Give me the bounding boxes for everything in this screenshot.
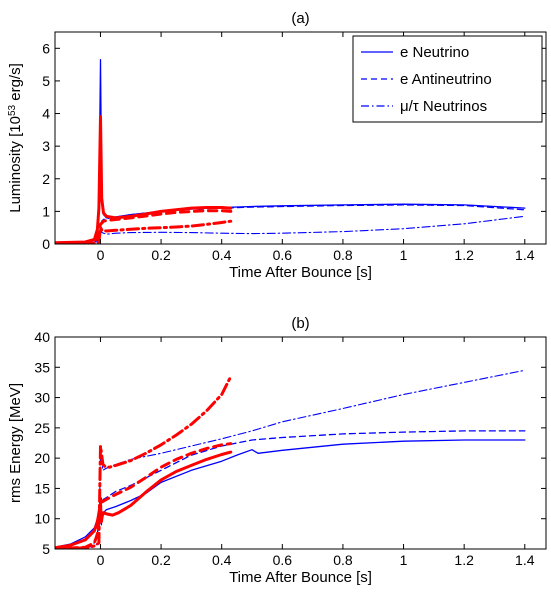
series-line-2 bbox=[55, 369, 526, 549]
x-tick-label: 0 bbox=[97, 247, 105, 263]
panel-title: (a) bbox=[291, 10, 309, 27]
y-tick-label: 35 bbox=[34, 359, 50, 375]
x-tick-label: 0.8 bbox=[333, 247, 353, 263]
y-tick-label: 1 bbox=[42, 203, 50, 219]
x-tick-label: 1.4 bbox=[515, 247, 535, 263]
x-axis-label: Time After Bounce [s] bbox=[229, 569, 372, 586]
axes-box bbox=[54, 336, 547, 550]
series-group bbox=[55, 369, 526, 549]
series-line-4 bbox=[55, 209, 233, 244]
y-tick-label: 3 bbox=[42, 138, 50, 154]
series-line-1 bbox=[55, 204, 526, 244]
panel-b: 0 0.2 0.4 0.6 0.8 1 1.2 1.4 5 10 15 20 25 30 35 40 (b) Ti… bbox=[7, 315, 547, 586]
legend-label-2: μ/τ Neutrinos bbox=[400, 98, 487, 115]
x-tick-label: 0.4 bbox=[212, 552, 232, 568]
x-tick-label: 1 bbox=[400, 247, 408, 263]
y-tick-label: 0 bbox=[42, 236, 50, 252]
axes-box bbox=[54, 31, 547, 245]
legend-label-1: e Antineutrino bbox=[400, 71, 492, 88]
y-tick-label: 2 bbox=[42, 171, 50, 187]
x-tick-label: 0.6 bbox=[273, 552, 293, 568]
x-tick-label: 1.2 bbox=[454, 552, 474, 568]
x-tick-label: 0 bbox=[97, 552, 105, 568]
y-tick-label: 4 bbox=[42, 106, 50, 122]
x-tick-label: 0.4 bbox=[212, 247, 232, 263]
x-tick-label: 0.2 bbox=[151, 552, 171, 568]
x-tick-label: 1 bbox=[400, 552, 408, 568]
legend-label-0: e Neutrino bbox=[400, 44, 469, 61]
series-line-5 bbox=[55, 219, 233, 244]
series-line-4 bbox=[55, 442, 233, 549]
y-tick-label: 20 bbox=[34, 450, 50, 466]
y-tick-label: 6 bbox=[42, 40, 50, 56]
series-line-3 bbox=[55, 450, 233, 549]
series-line-5 bbox=[55, 374, 233, 549]
x-tick-label: 0.2 bbox=[151, 247, 171, 263]
x-axis-label: Time After Bounce [s] bbox=[229, 264, 372, 281]
series-line-2 bbox=[55, 215, 526, 244]
y-tick-label: 5 bbox=[42, 541, 50, 557]
y-axis-label: Luminosity [1053 erg/s] bbox=[7, 63, 25, 213]
x-tick-label: 1.2 bbox=[454, 247, 474, 263]
x-tick-label: 0.8 bbox=[333, 552, 353, 568]
series-group bbox=[55, 59, 526, 244]
x-tick-label: 1.4 bbox=[515, 552, 535, 568]
legend: e Neutrino e Antineutrino μ/τ Neutrinos bbox=[352, 35, 543, 123]
x-tick-label: 0.6 bbox=[273, 247, 293, 263]
y-tick-label: 5 bbox=[42, 73, 50, 89]
series-line-0 bbox=[55, 439, 526, 548]
y-tick-label: 25 bbox=[34, 420, 50, 436]
panel-title: (b) bbox=[291, 315, 309, 332]
y-tick-label: 40 bbox=[34, 329, 50, 345]
y-tick-label: 15 bbox=[34, 480, 50, 496]
panel-a: 0 0.2 0.4 0.6 0.8 1 1.2 1.4 0 1 2 3 4 5 6 (a) Time After… bbox=[7, 10, 547, 281]
series-line-3 bbox=[55, 115, 233, 244]
y-axis-label: rms Energy [MeV] bbox=[7, 383, 24, 503]
y-tick-label: 30 bbox=[34, 390, 50, 406]
y-tick-label: 10 bbox=[34, 511, 50, 527]
